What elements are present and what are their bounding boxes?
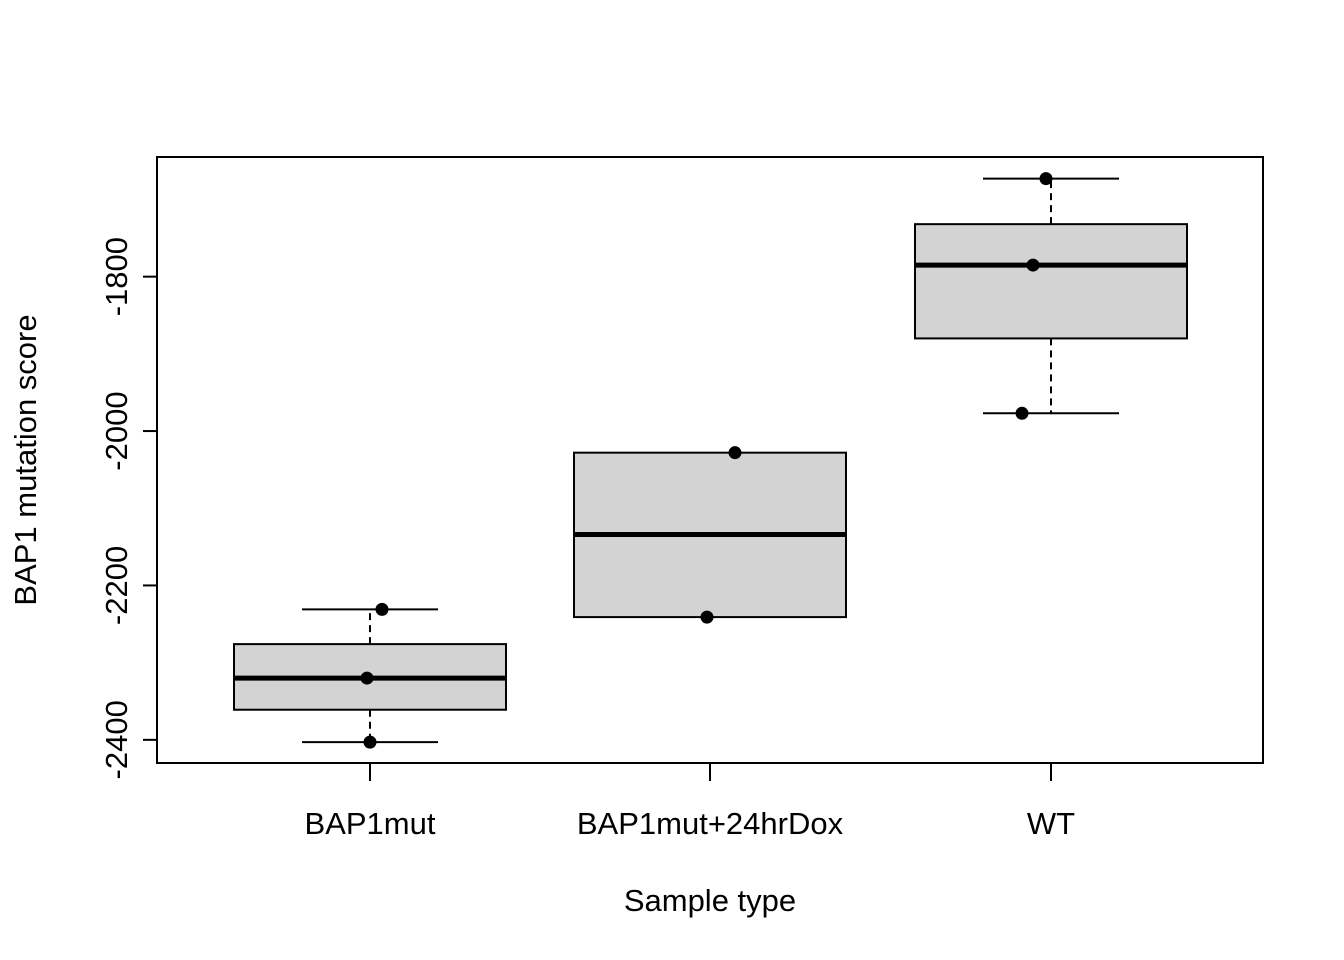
y-tick-label: -1800 (99, 237, 134, 316)
x-axis-label: Sample type (624, 883, 796, 918)
box-BAP1mut (233, 602, 507, 749)
x-tick-label: WT (1027, 806, 1075, 841)
x-axis: BAP1mut BAP1mut+24hrDox WT (305, 763, 1075, 841)
data-point (700, 610, 714, 624)
data-point (1039, 172, 1053, 186)
data-point (1015, 406, 1029, 420)
y-axis-label: BAP1 mutation score (8, 314, 43, 605)
data-point (1026, 258, 1040, 272)
data-point (728, 446, 742, 460)
boxes-group (233, 172, 1188, 749)
box-BAP1mut+24hrDox (573, 446, 847, 624)
y-tick-label: -2200 (99, 546, 134, 625)
box-WT (914, 172, 1188, 420)
x-tick-label: BAP1mut+24hrDox (577, 806, 844, 841)
x-tick-label: BAP1mut (305, 806, 436, 841)
y-axis: -2400 -2200 -2000 -1800 (99, 237, 157, 779)
data-point (375, 602, 389, 616)
box-iqr (914, 223, 1188, 340)
y-tick-label: -2400 (99, 700, 134, 779)
y-tick-label: -2000 (99, 391, 134, 470)
data-point (363, 735, 377, 749)
data-point (360, 671, 374, 685)
